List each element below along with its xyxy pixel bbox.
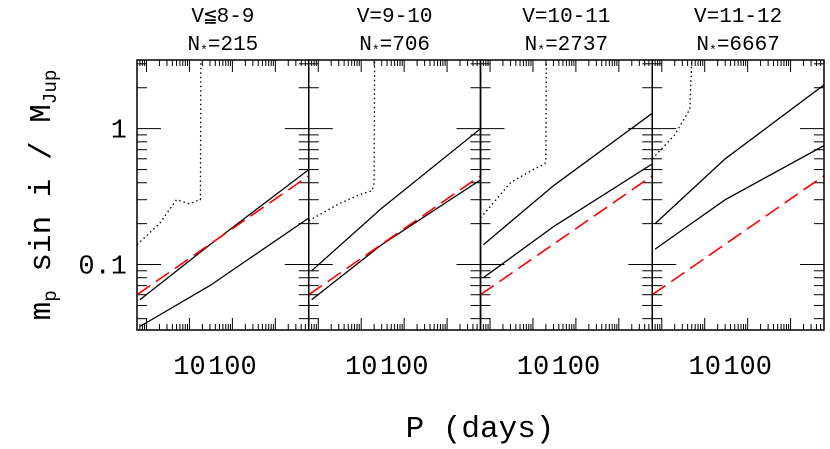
subscript: p (40, 290, 62, 302)
x-tick-label: 10 (345, 353, 377, 383)
panel-frame (308, 59, 482, 331)
curve-dotted (652, 60, 693, 160)
x-tick-label: 100 (208, 353, 257, 383)
panel-count: N*=215 (187, 34, 258, 58)
curve-dashed (137, 175, 309, 296)
curve-dashed (308, 175, 481, 296)
curve-solid (311, 179, 481, 301)
curve-solid (139, 217, 309, 328)
curve-dashed (480, 175, 653, 296)
curve-solid (139, 169, 309, 301)
x-tick-label: 100 (552, 353, 601, 383)
subscript: * (200, 43, 208, 58)
curve-dotted (480, 60, 547, 219)
curve-solid (654, 84, 824, 225)
label-part: N (359, 34, 372, 57)
curve-solid (654, 145, 824, 250)
label-part: N (696, 34, 709, 57)
panel-frame (136, 59, 310, 331)
label-part: =2737 (545, 34, 608, 57)
y-tick-label: 0.1 (78, 253, 127, 283)
curve-dashed (652, 175, 824, 296)
panel-frame (651, 59, 825, 331)
panel-count: N*=2737 (525, 34, 608, 58)
curve-dotted (308, 60, 376, 222)
label-part: =6667 (717, 34, 780, 57)
label-part: N (525, 34, 538, 57)
panel-count: N*=6667 (696, 34, 779, 58)
subscript: * (537, 43, 545, 58)
subscript: Jup (40, 70, 62, 105)
subscript: * (709, 43, 717, 58)
curve-dotted (137, 60, 202, 246)
label-part: =706 (380, 34, 430, 57)
panel-title: V=11-12 (694, 6, 782, 29)
x-tick-label: 100 (723, 353, 772, 383)
y-axis-label: mp sin i / MJup (25, 70, 62, 321)
curve-solid (311, 128, 481, 272)
x-axis-label: P (days) (406, 412, 555, 447)
x-tick-label: 10 (689, 353, 721, 383)
panel-frame (479, 59, 653, 331)
panel-title: V=9-10 (357, 6, 433, 29)
label-part: m (25, 302, 60, 321)
label-part: =215 (208, 34, 258, 57)
x-tick-label: 10 (517, 353, 549, 383)
x-tick-label: 10 (173, 353, 205, 383)
label-part: N (187, 34, 200, 57)
panel-title: V=10-11 (522, 6, 610, 29)
panel-count: N*=706 (359, 34, 430, 58)
y-tick-label: 1 (111, 117, 127, 147)
curve-solid (483, 163, 653, 279)
label-part: sin i / M (25, 104, 60, 290)
x-tick-label: 100 (380, 353, 429, 383)
curve-solid (482, 112, 653, 246)
subscript: * (372, 43, 380, 58)
panel-title: V≦8-9 (191, 6, 254, 29)
